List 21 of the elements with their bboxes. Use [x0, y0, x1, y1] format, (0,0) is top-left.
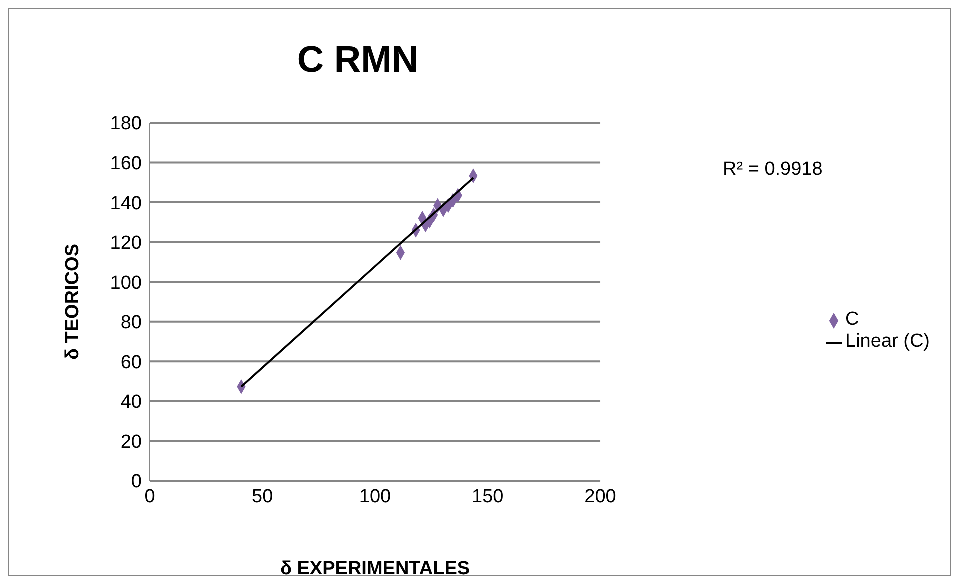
text: R² = 0.9918: [723, 159, 823, 181]
y-tick-label: 140: [110, 193, 142, 214]
x-tick-label: 50: [252, 486, 274, 508]
y-tick-label: 0: [131, 472, 142, 493]
y-tick-label: 120: [110, 233, 142, 254]
chart-title: C RMN: [296, 39, 420, 81]
y-axis-title: δ TEORICOS: [62, 244, 84, 360]
y-tick-label: 60: [120, 352, 142, 374]
legend-label: Linear (C): [846, 331, 930, 352]
y-tick-label: 160: [110, 154, 142, 175]
x-tick-label: 100: [359, 486, 392, 508]
x-tick-label: 0: [144, 486, 156, 508]
y-tick-label: 40: [120, 392, 142, 414]
legend-label: C: [846, 309, 860, 330]
y-tick-label: 180: [110, 114, 142, 135]
y-tick-label: 20: [120, 432, 142, 453]
x-axis-title: δ EXPERIMENTALES: [280, 558, 470, 580]
y-tick-label: 80: [120, 312, 142, 334]
x-tick-label: 150: [472, 486, 504, 508]
x-tick-label: 200: [584, 486, 616, 508]
y-tick-label: 100: [110, 272, 142, 294]
